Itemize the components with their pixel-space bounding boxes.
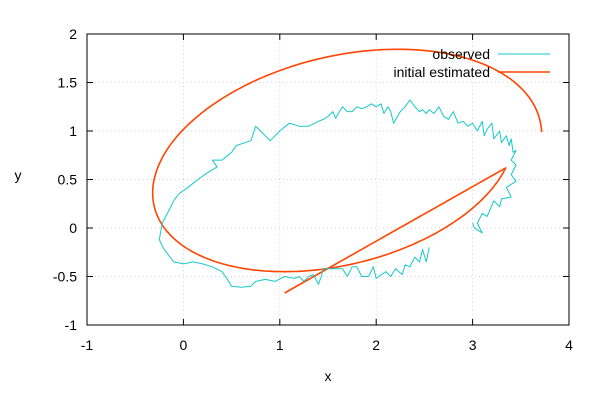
x-tick-label: 2: [372, 337, 380, 353]
legend: observed initial estimated: [394, 46, 550, 80]
x-tick-label: 1: [276, 337, 284, 353]
y-tick-label: 1: [69, 123, 77, 139]
x-tick-label: 4: [565, 337, 573, 353]
series-initial-estimated: [151, 48, 543, 294]
series-observed: [158, 99, 517, 288]
y-axis-label: y: [15, 167, 22, 183]
x-axis-label: x: [325, 368, 332, 384]
y-tick-label: 0.5: [58, 172, 78, 188]
y-tick-label: -0.5: [53, 269, 77, 285]
y-tick-label: 2: [69, 26, 77, 42]
x-tick-label: 0: [180, 337, 188, 353]
x-tick-label: 3: [469, 337, 477, 353]
axis-ticks: -1 0 1 2 3 4 -1 -0.5 0 0.5 1 1.5 2: [53, 26, 573, 353]
grid: [87, 34, 569, 325]
y-tick-label: -1: [65, 317, 78, 333]
x-tick-label: -1: [81, 337, 94, 353]
legend-label-initial-estimated: initial estimated: [394, 64, 491, 80]
series-group: [151, 48, 543, 294]
y-tick-label: 0: [69, 220, 77, 236]
legend-label-observed: observed: [432, 46, 490, 62]
y-tick-label: 1.5: [58, 75, 78, 91]
